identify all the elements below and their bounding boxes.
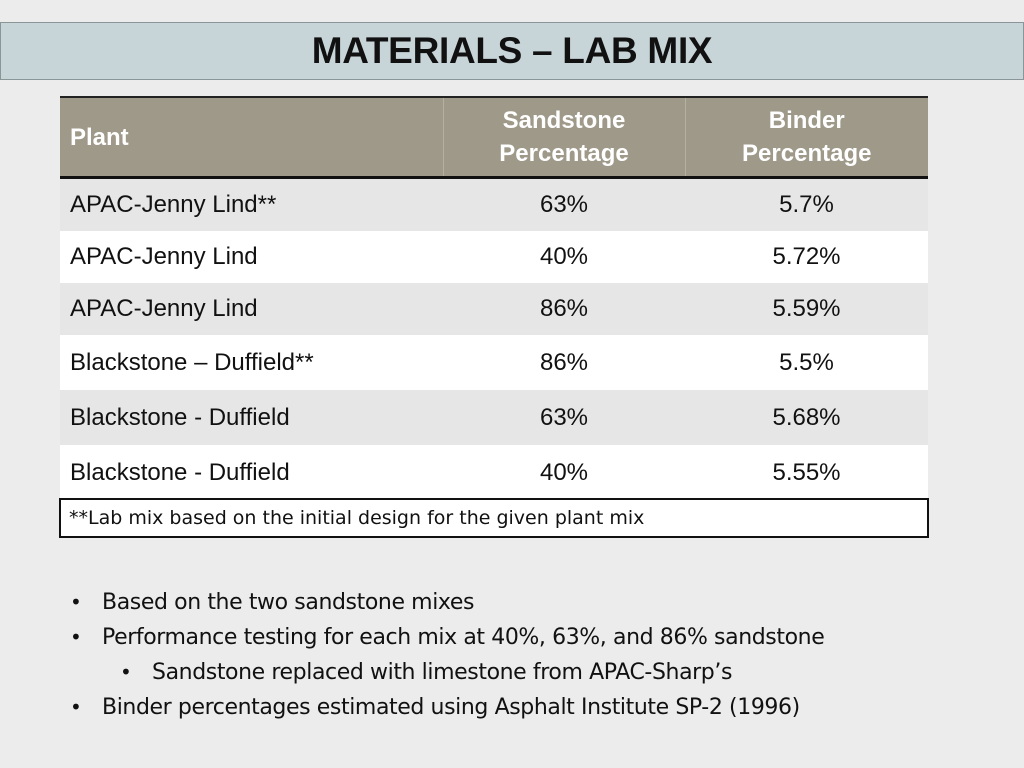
cell-plant: Blackstone - Duffield [70, 403, 290, 431]
header-binder-percentage: Binder Percentage [684, 97, 928, 178]
list-item: • Binder percentages estimated using Asp… [70, 690, 970, 725]
cell-sandstone: 86% [539, 348, 589, 376]
cell-plant: APAC-Jenny Lind [70, 295, 258, 322]
bullet-list: • Based on the two sandstone mixes • Per… [70, 585, 970, 725]
cell-binder: 5.72% [772, 243, 841, 270]
title-bar: MATERIALS – LAB MIX [0, 22, 1024, 80]
cell-binder: 5.55% [772, 458, 841, 486]
list-item: • Performance testing for each mix at 40… [70, 620, 970, 655]
cell-sandstone: 40% [539, 458, 589, 486]
cell-sandstone: 40% [539, 243, 589, 270]
cell-binder: 5.59% [772, 295, 841, 322]
footnote-box: **Lab mix based on the initial design fo… [59, 498, 929, 538]
table-header-row: Plant Sandstone Percentage Binder Percen… [60, 97, 928, 178]
table-row: APAC-Jenny Lind 40% 5.72% [60, 231, 928, 283]
footnote-text: **Lab mix based on the initial design fo… [69, 507, 645, 529]
bullet-text: Sandstone replaced with limestone from A… [152, 660, 733, 685]
list-item: • Sandstone replaced with limestone from… [70, 655, 970, 690]
cell-binder: 5.7% [779, 191, 834, 218]
bullet-icon: • [70, 695, 82, 719]
cell-sandstone: 63% [539, 191, 589, 218]
cell-binder: 5.5% [779, 348, 834, 376]
lab-mix-table-container: Plant Sandstone Percentage Binder Percen… [60, 96, 928, 500]
page-title: MATERIALS – LAB MIX [311, 30, 713, 71]
table-row: APAC-Jenny Lind 86% 5.59% [60, 283, 928, 335]
bullet-text: Based on the two sandstone mixes [102, 590, 475, 615]
list-item: • Based on the two sandstone mixes [70, 585, 970, 620]
cell-sandstone: 86% [539, 295, 589, 322]
table-row: APAC-Jenny Lind** 63% 5.7% [60, 177, 928, 231]
header-sandstone-line2: Percentage [499, 140, 629, 167]
cell-plant: APAC-Jenny Lind [70, 243, 258, 270]
table-row: Blackstone - Duffield 63% 5.68% [60, 390, 928, 445]
header-sandstone-percentage: Sandstone Percentage [442, 97, 685, 178]
header-plant: Plant [70, 123, 129, 151]
bullet-icon: • [120, 660, 132, 684]
cell-plant: Blackstone - Duffield [70, 458, 290, 486]
cell-plant: APAC-Jenny Lind** [70, 191, 277, 218]
table-row: Blackstone - Duffield 40% 5.55% [60, 445, 928, 500]
bullet-icon: • [70, 590, 82, 614]
header-binder-line2: Percentage [742, 140, 872, 167]
bullet-icon: • [70, 625, 82, 649]
cell-sandstone: 63% [539, 403, 589, 431]
bullet-text: Performance testing for each mix at 40%,… [102, 625, 825, 650]
header-sandstone-line1: Sandstone [502, 107, 626, 134]
bullet-text: Binder percentages estimated using Aspha… [102, 695, 800, 720]
lab-mix-table: Plant Sandstone Percentage Binder Percen… [60, 96, 928, 500]
cell-plant: Blackstone – Duffield** [70, 348, 314, 376]
table-row: Blackstone – Duffield** 86% 5.5% [60, 335, 928, 390]
cell-binder: 5.68% [772, 403, 841, 431]
header-binder-line1: Binder [768, 107, 845, 134]
